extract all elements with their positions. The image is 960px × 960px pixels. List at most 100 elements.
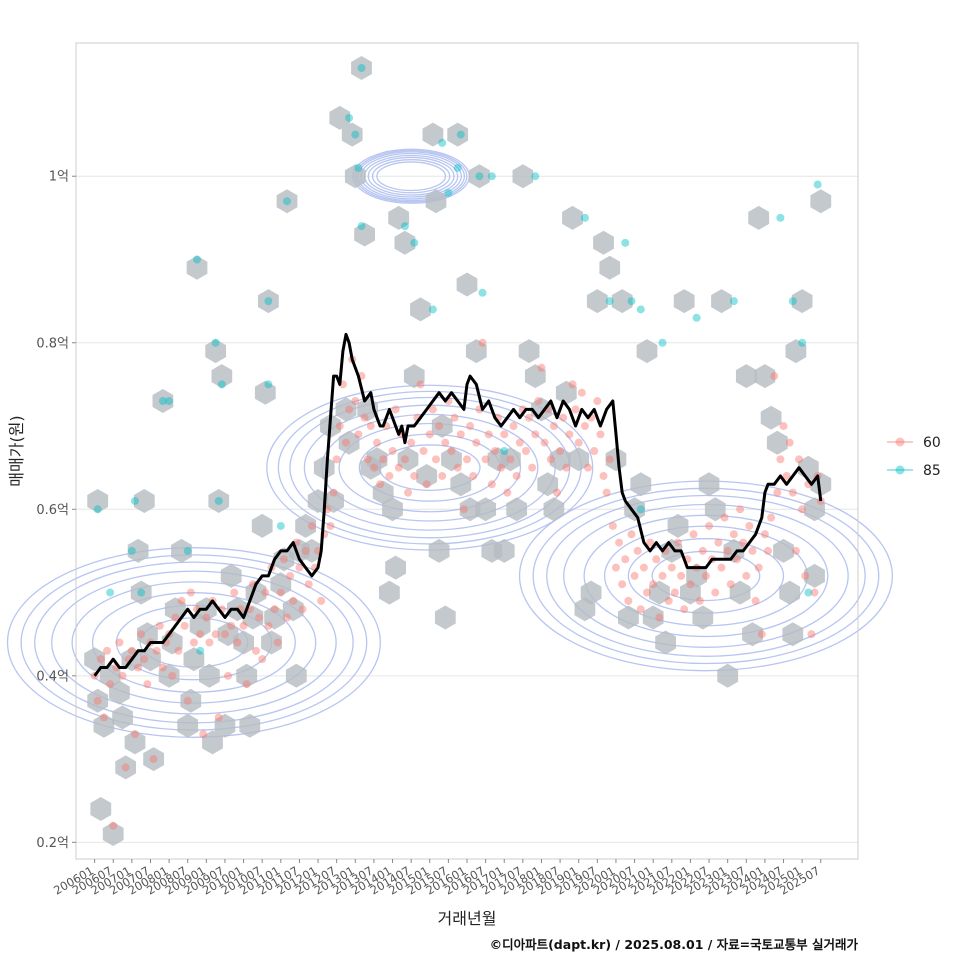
data-point [720,513,729,522]
hex-bin [164,597,186,622]
data-point [795,455,804,464]
y-tick-label: 1억 [49,170,69,185]
data-point [137,588,146,597]
data-point [537,363,546,372]
data-point [478,288,487,297]
data-point [605,297,614,306]
density-contour [338,422,522,513]
data-point [742,571,751,580]
hex-bin [186,255,208,280]
data-point [751,596,760,605]
y-axis: 0.2억 0.4억 0.6억 0.8억 1억 [36,170,76,851]
data-point [490,447,499,455]
legend-key-point [895,465,905,475]
data-point [130,496,139,505]
data-point [810,588,819,597]
data-point [521,447,530,455]
data-point [531,430,540,439]
hex-bin [428,538,450,563]
hex-bin [323,489,344,513]
hex-bin [686,563,707,588]
hex-bin [90,797,112,821]
data-point [615,538,624,547]
hex-bin [261,630,282,655]
data-point [705,521,714,530]
data-point [276,588,285,597]
hex-bin [537,472,559,497]
hex-bin [220,563,242,588]
trend-line [93,332,823,677]
data-point [500,447,509,455]
hex-bin [580,580,602,605]
data-point [559,413,568,422]
data-point [698,546,707,555]
data-point [779,422,788,431]
data-point [118,671,127,680]
data-point [630,571,639,580]
y-axis-title: 매매가(원) [7,415,26,486]
hex-bin [264,605,285,630]
data-point [217,380,226,389]
data-point [736,505,745,514]
data-point [341,438,350,447]
data-point [782,471,791,480]
hex-bin [99,663,121,688]
data-point [363,455,372,464]
data-point [177,596,186,605]
hex-bin [177,713,199,738]
hex-bin [723,538,745,563]
hex-bin [766,430,788,455]
data-point [329,488,338,497]
data-point [220,630,229,639]
data-point [512,471,521,480]
hex-bin [456,272,478,297]
hex-bin [549,447,571,472]
data-point [441,438,450,447]
data-point [115,638,124,647]
data-point [717,563,726,572]
hex-bin [403,364,425,389]
data-point [295,563,304,572]
data-point [528,463,537,472]
hex-bin [233,630,254,655]
data-point [714,538,723,547]
hex-bin [593,230,614,255]
data-point [103,646,112,655]
hex-bin [379,580,400,605]
data-point [546,455,555,464]
data-point [773,488,782,497]
hex-bin [341,122,363,147]
hex-bin [782,622,804,647]
hex-bin [251,513,273,538]
hex-bin [208,489,230,513]
data-point [202,613,211,622]
data-point [205,638,214,647]
data-point [369,463,378,472]
legend: 60 85 [887,435,941,479]
data-point [140,655,149,664]
data-point [618,580,627,589]
data-point [351,397,360,406]
series-85-points [93,63,822,655]
data-point [193,255,202,264]
data-point [447,447,456,455]
data-point [199,730,208,739]
hex-bin [450,472,472,497]
hex-bin [301,538,323,563]
hex-bin [313,455,335,480]
hex-bin [329,105,351,130]
data-point [214,496,223,505]
hex-bin [372,480,394,505]
data-point [422,480,431,489]
hex-bin [810,189,832,214]
data-point [757,630,766,639]
data-point [642,588,651,597]
hex-bin [140,647,161,672]
hex-bin [785,339,807,364]
data-point [307,521,316,530]
data-point [428,405,437,414]
hex-bin [431,414,453,438]
hex-bin [599,255,621,280]
data-point [729,297,738,306]
hex-bin [434,605,456,630]
